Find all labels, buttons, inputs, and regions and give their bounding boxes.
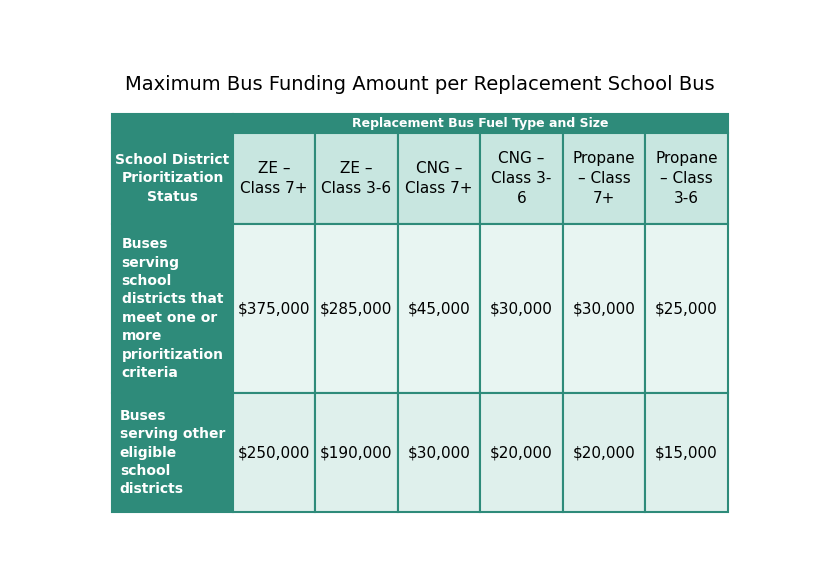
Text: ZE –
Class 3-6: ZE – Class 3-6 (321, 161, 391, 196)
Text: CNG –
Class 3-
6: CNG – Class 3- 6 (491, 151, 552, 205)
Bar (233, 133, 315, 224)
Bar (233, 224, 315, 393)
Bar (233, 113, 728, 133)
Bar (112, 224, 233, 393)
Text: Maximum Bus Funding Amount per Replacement School Bus: Maximum Bus Funding Amount per Replaceme… (125, 75, 714, 94)
Text: School District
Prioritization
Status: School District Prioritization Status (115, 153, 229, 204)
Text: $45,000: $45,000 (408, 301, 470, 316)
Bar (112, 113, 233, 133)
Text: $30,000: $30,000 (408, 445, 470, 460)
Text: $30,000: $30,000 (572, 301, 636, 316)
Bar (480, 133, 563, 224)
Bar (645, 133, 728, 224)
Bar (315, 393, 398, 512)
Text: $25,000: $25,000 (655, 301, 718, 316)
Bar (480, 224, 563, 393)
Text: Propane
– Class
7+: Propane – Class 7+ (572, 151, 636, 205)
Bar (112, 133, 233, 224)
Text: $375,000: $375,000 (238, 301, 310, 316)
Text: Buses
serving other
eligible
school
districts: Buses serving other eligible school dist… (120, 409, 225, 496)
Text: Replacement Bus Fuel Type and Size: Replacement Bus Fuel Type and Size (352, 117, 609, 130)
Bar (398, 224, 480, 393)
Bar (480, 393, 563, 512)
Bar (645, 393, 728, 512)
Bar (563, 133, 645, 224)
Text: ZE –
Class 7+: ZE – Class 7+ (240, 161, 308, 196)
Bar (398, 393, 480, 512)
Bar (233, 393, 315, 512)
Text: $15,000: $15,000 (655, 445, 718, 460)
Bar (645, 224, 728, 393)
Text: $30,000: $30,000 (490, 301, 553, 316)
Text: $190,000: $190,000 (320, 445, 392, 460)
Text: $250,000: $250,000 (238, 445, 310, 460)
Text: $20,000: $20,000 (572, 445, 636, 460)
Bar (315, 133, 398, 224)
Text: $20,000: $20,000 (490, 445, 553, 460)
Bar (315, 224, 398, 393)
Text: Propane
– Class
3-6: Propane – Class 3-6 (655, 151, 717, 205)
Bar (563, 393, 645, 512)
Bar (563, 224, 645, 393)
Bar (398, 133, 480, 224)
Text: Buses
serving
school
districts that
meet one or
more
prioritization
criteria: Buses serving school districts that meet… (121, 237, 224, 380)
Text: CNG –
Class 7+: CNG – Class 7+ (405, 161, 473, 196)
Text: $285,000: $285,000 (320, 301, 392, 316)
Bar (112, 393, 233, 512)
